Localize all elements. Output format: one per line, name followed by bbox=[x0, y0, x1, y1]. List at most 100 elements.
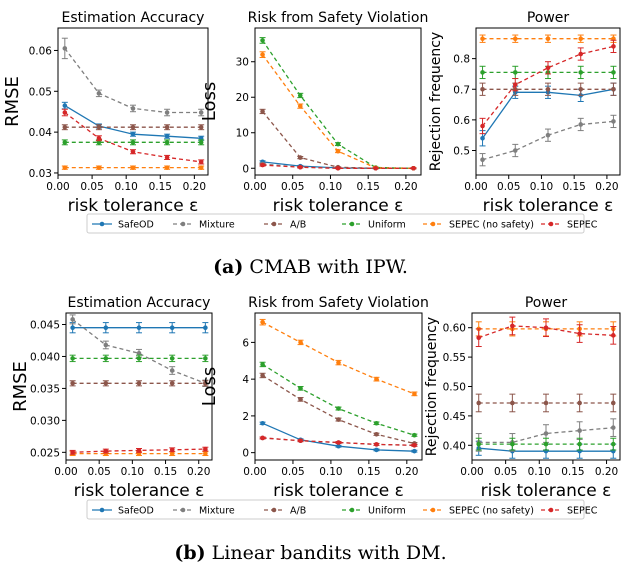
data-point bbox=[198, 110, 204, 115]
x-tick-label: 0.10 bbox=[114, 181, 137, 193]
series-line bbox=[478, 427, 614, 444]
data-point bbox=[297, 103, 303, 109]
axes-frame bbox=[475, 27, 621, 176]
caption-b: (b) Linear bandits with DM. bbox=[0, 542, 621, 564]
y-axis-label: Rejection frequency bbox=[428, 32, 444, 171]
data-point bbox=[577, 441, 582, 447]
x-tick-label: 0.05 bbox=[497, 181, 520, 193]
data-point bbox=[374, 420, 379, 426]
data-point bbox=[62, 110, 68, 115]
data-point bbox=[512, 36, 518, 42]
data-point bbox=[476, 335, 482, 340]
data-point bbox=[374, 376, 379, 382]
x-tick-label: 0.15 bbox=[356, 181, 379, 193]
series-a-b bbox=[61, 124, 205, 131]
x-axis-label: risk tolerance ε bbox=[483, 196, 614, 216]
data-point bbox=[260, 162, 265, 168]
legend-label: SEPEC (no safety) bbox=[449, 506, 534, 517]
y-tick-label: 0.7 bbox=[453, 84, 470, 96]
data-point bbox=[164, 165, 170, 170]
x-tick-label: 0.10 bbox=[121, 466, 144, 478]
series-line bbox=[64, 48, 202, 114]
data-point bbox=[130, 124, 136, 130]
data-point bbox=[164, 133, 170, 139]
data-point bbox=[577, 428, 582, 433]
legend-marker bbox=[271, 221, 277, 227]
axes-frame bbox=[57, 27, 209, 176]
x-tick-label: 0.15 bbox=[561, 466, 584, 478]
y-tick-label: 0.035 bbox=[30, 383, 60, 395]
x-tick-label: 0.00 bbox=[460, 466, 483, 478]
data-point bbox=[512, 82, 518, 87]
data-point bbox=[203, 356, 208, 361]
data-point bbox=[480, 36, 485, 42]
data-point bbox=[70, 317, 75, 322]
data-point bbox=[169, 325, 175, 331]
data-point bbox=[96, 91, 102, 96]
chart-title: Power bbox=[525, 295, 568, 311]
x-axis-label: risk tolerance ε bbox=[68, 196, 199, 216]
data-point bbox=[545, 86, 551, 92]
data-point bbox=[510, 441, 515, 447]
axes-frame bbox=[254, 27, 422, 176]
data-point bbox=[335, 141, 341, 147]
data-point bbox=[610, 400, 616, 406]
series-line bbox=[262, 363, 415, 436]
data-point bbox=[260, 373, 265, 378]
x-tick-label: 0.05 bbox=[87, 466, 110, 478]
legend-label: Uniform bbox=[368, 220, 406, 231]
y-tick-label: 0.55 bbox=[443, 352, 466, 364]
data-point bbox=[298, 397, 303, 402]
x-tick-label: 0.05 bbox=[494, 466, 517, 478]
data-point bbox=[336, 440, 341, 445]
data-point bbox=[335, 165, 341, 171]
series-a-b bbox=[259, 372, 418, 446]
data-point bbox=[298, 340, 303, 345]
data-point bbox=[512, 148, 518, 153]
x-tick-label: 0.00 bbox=[243, 466, 266, 478]
data-point bbox=[169, 381, 175, 386]
data-point bbox=[70, 325, 75, 331]
data-point bbox=[130, 140, 136, 145]
caption-a: (a) CMAB with IPW. bbox=[0, 256, 621, 278]
data-point bbox=[578, 86, 584, 92]
y-tick-label: 0.03 bbox=[29, 168, 52, 180]
x-tick-label: 0.00 bbox=[243, 181, 266, 193]
series-safeod bbox=[69, 322, 209, 334]
legend-marker bbox=[271, 507, 277, 513]
data-point bbox=[373, 165, 379, 171]
data-point bbox=[578, 122, 584, 127]
data-point bbox=[476, 441, 482, 447]
data-point bbox=[203, 325, 208, 331]
data-point bbox=[70, 450, 75, 455]
y-axis-label: RMSE bbox=[10, 361, 31, 412]
data-point bbox=[164, 124, 170, 130]
data-point bbox=[611, 119, 616, 124]
data-point bbox=[545, 36, 551, 42]
series-a-b bbox=[69, 380, 209, 387]
data-point bbox=[260, 109, 265, 114]
data-point bbox=[297, 164, 303, 170]
x-tick-label: 0.20 bbox=[187, 466, 210, 478]
data-point bbox=[336, 443, 341, 449]
x-tick-label: 0.00 bbox=[46, 181, 69, 193]
data-point bbox=[62, 124, 68, 130]
data-point bbox=[203, 446, 208, 452]
data-point bbox=[169, 451, 175, 456]
data-point bbox=[164, 140, 170, 145]
data-point bbox=[480, 70, 485, 75]
y-tick-label: 0.04 bbox=[29, 127, 53, 139]
legend-label: SEPEC bbox=[567, 506, 598, 517]
y-tick-label: 0.45 bbox=[443, 411, 466, 423]
series-mixture bbox=[479, 114, 617, 167]
data-point bbox=[374, 447, 379, 453]
series-uniform bbox=[475, 437, 617, 451]
series-line bbox=[478, 325, 614, 339]
series-sepec bbox=[479, 39, 617, 135]
data-point bbox=[96, 135, 102, 141]
y-tick-label: 0 bbox=[242, 163, 249, 175]
data-point bbox=[103, 325, 109, 331]
data-point bbox=[545, 132, 551, 138]
data-point bbox=[510, 323, 515, 329]
data-point bbox=[577, 331, 582, 336]
